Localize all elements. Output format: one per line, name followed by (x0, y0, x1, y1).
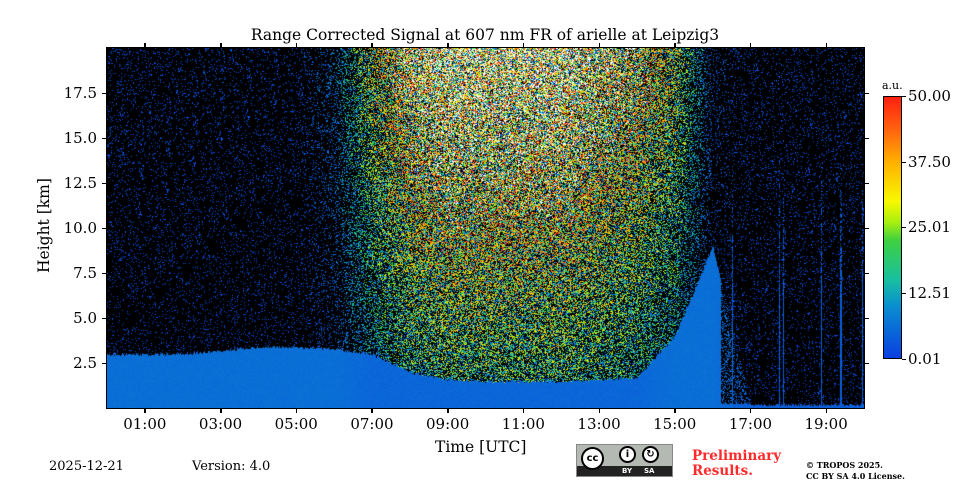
x-tick-bottom (598, 408, 601, 413)
x-tick-label: 03:00 (198, 415, 243, 433)
x-tick-top (598, 43, 601, 48)
y-tick-right (864, 137, 869, 139)
x-tick-label: 11:00 (501, 415, 545, 433)
x-tick-label: 17:00 (728, 415, 773, 433)
by-label: BY (622, 467, 633, 475)
colorbar-tick (902, 293, 906, 295)
x-tick-label: 19:00 (804, 415, 848, 433)
x-tick-bottom (522, 408, 525, 413)
y-tick-label: 10.0 (63, 219, 97, 237)
y-tick-label: 2.5 (73, 354, 97, 372)
colorbar-tick (902, 359, 906, 360)
y-tick-right (864, 182, 869, 184)
x-tick-top (447, 43, 449, 48)
x-tick-top (825, 43, 828, 48)
x-tick-top (522, 43, 525, 48)
x-tick-bottom (447, 408, 449, 413)
y-tick-left (102, 92, 107, 94)
colorbar-tick-label: 37.50 (908, 152, 951, 171)
colorbar-tick-label: 25.01 (908, 218, 951, 237)
y-tick-left (102, 362, 107, 364)
x-tick-bottom (749, 408, 752, 413)
y-tick-left (102, 272, 107, 274)
y-tick-left (102, 137, 107, 139)
x-tick-label: 13:00 (577, 415, 621, 433)
x-tick-top (144, 43, 146, 48)
colorbar-tick-label: 50.00 (908, 87, 951, 105)
colorbar-tick (902, 161, 906, 163)
y-tick-label: 12.5 (63, 174, 97, 192)
copyright-line-2: CC BY SA 4.0 License. (806, 471, 905, 480)
x-tick-label: 15:00 (653, 415, 697, 433)
version-label: Version: 4.0 (192, 459, 271, 474)
x-tick-label: 09:00 (426, 415, 470, 433)
y-tick-left (102, 182, 107, 184)
x-tick-top (371, 43, 373, 48)
x-tick-top (749, 43, 752, 48)
person-icon: i (619, 446, 636, 463)
x-tick-bottom (220, 408, 222, 413)
y-tick-label: 7.5 (73, 264, 97, 282)
y-tick-right (864, 317, 869, 319)
copyright-line-1: © TROPOS 2025. (806, 460, 883, 470)
sa-label: SA (644, 467, 655, 475)
y-tick-right (864, 362, 869, 364)
colorbar (883, 96, 902, 359)
x-tick-top (674, 43, 676, 48)
x-tick-top (220, 43, 222, 48)
colorbar-unit: a.u. (882, 79, 903, 92)
date-label: 2025-12-21 (49, 459, 124, 474)
y-tick-label: 15.0 (63, 129, 97, 147)
preliminary-results-note: Preliminary Results. (692, 448, 782, 479)
colorbar-tick (902, 227, 906, 229)
x-tick-label: 07:00 (350, 415, 394, 433)
y-tick-left (102, 317, 107, 319)
chart-title: Range Corrected Signal at 607 nm FR of a… (250, 26, 720, 44)
y-tick-right (864, 92, 869, 94)
x-tick-label: 05:00 (274, 415, 318, 433)
x-tick-label: 01:00 (123, 415, 167, 433)
x-tick-bottom (825, 408, 828, 413)
cc-by-sa-icon: cc i ↻ BY SA (576, 444, 673, 477)
copyright: © TROPOS 2025. CC BY SA 4.0 License. (806, 460, 905, 480)
x-tick-bottom (371, 408, 373, 413)
y-tick-right (864, 272, 869, 274)
y-tick-label: 5.0 (73, 309, 97, 327)
colorbar-tick-label: 12.51 (908, 284, 951, 303)
y-tick-left (102, 227, 107, 229)
x-tick-bottom (674, 408, 676, 413)
colorbar-tick (902, 96, 906, 97)
x-axis-label: Time [UTC] (435, 438, 527, 456)
cc-icon: cc (581, 447, 604, 470)
heatmap-canvas (107, 48, 864, 408)
x-tick-top (295, 43, 298, 48)
colorbar-tick-label: 0.01 (908, 350, 942, 368)
x-tick-bottom (144, 408, 146, 413)
y-tick-right (864, 227, 869, 229)
y-axis-label: Height [km] (35, 178, 53, 273)
share-alike-icon: ↻ (642, 446, 659, 463)
heatmap-plot-area (107, 48, 864, 408)
x-tick-bottom (295, 408, 298, 413)
y-tick-label: 17.5 (63, 84, 97, 102)
